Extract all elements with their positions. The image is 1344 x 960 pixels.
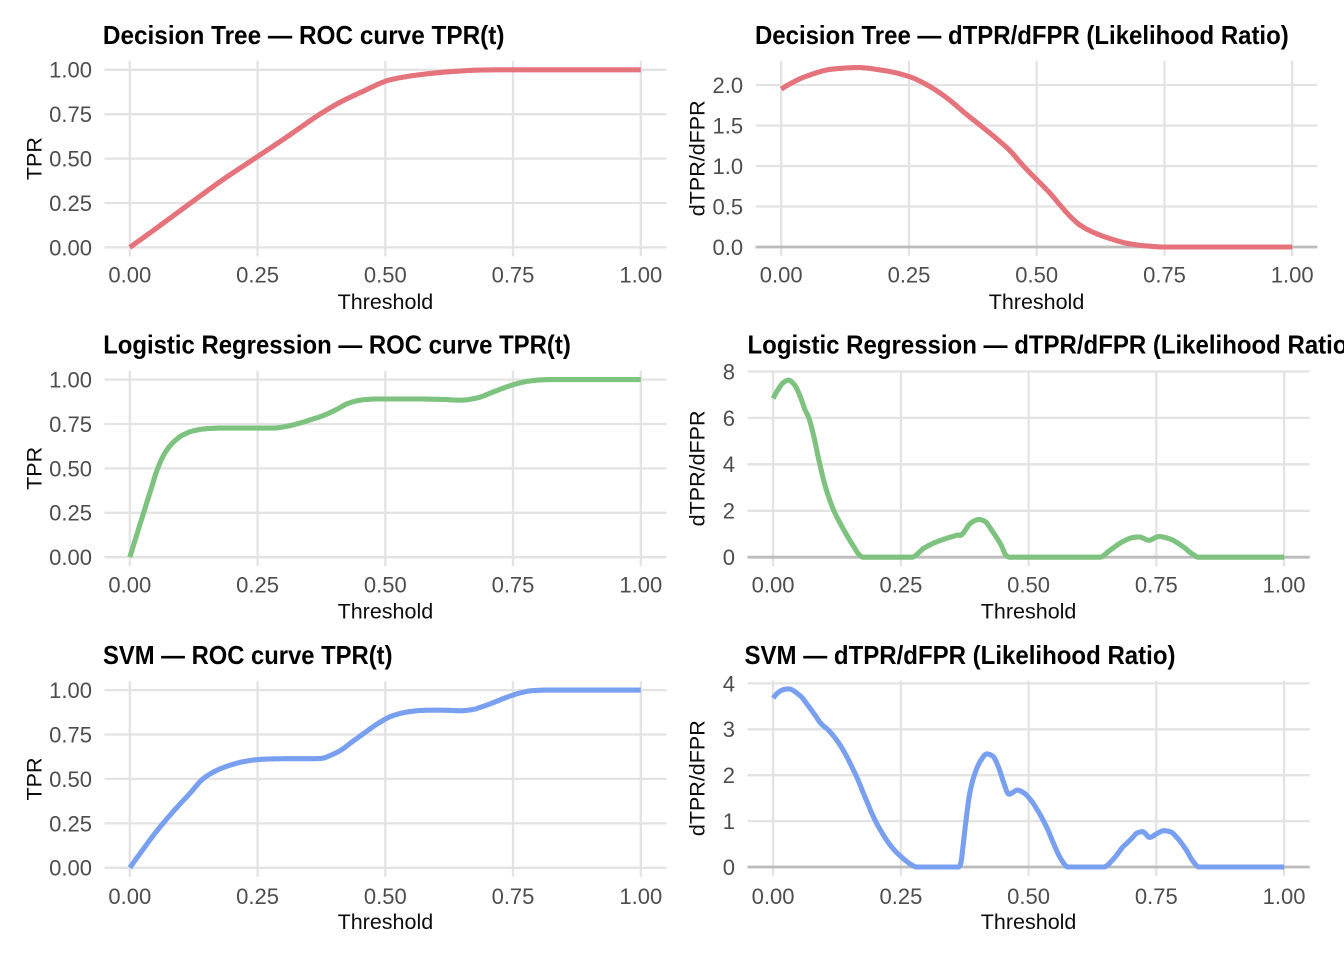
svg-text:SVM — dTPR/dFPR (Likelihood Ra: SVM — dTPR/dFPR (Likelihood Ratio)	[745, 640, 1176, 670]
svg-text:0.75: 0.75	[492, 884, 535, 909]
svg-text:0.5: 0.5	[713, 194, 744, 219]
svg-text:0.00: 0.00	[108, 884, 151, 909]
svg-text:1: 1	[723, 809, 735, 834]
svg-text:0.50: 0.50	[49, 147, 92, 172]
svg-text:1.00: 1.00	[1263, 884, 1306, 909]
svg-text:0.00: 0.00	[49, 235, 92, 260]
svg-text:0.75: 0.75	[1143, 263, 1186, 288]
svg-text:1.00: 1.00	[619, 884, 662, 909]
svg-text:0.25: 0.25	[236, 263, 279, 288]
svg-text:0.50: 0.50	[49, 767, 92, 792]
svg-text:Logistic Regression — dTPR/dFP: Logistic Regression — dTPR/dFPR (Likelih…	[748, 330, 1344, 360]
svg-text:0.50: 0.50	[364, 263, 407, 288]
svg-text:0: 0	[723, 545, 735, 570]
svg-text:TPR: TPR	[23, 137, 47, 180]
svg-text:3: 3	[723, 717, 735, 742]
svg-text:dTPR/dFPR: dTPR/dFPR	[686, 410, 710, 526]
svg-text:1.00: 1.00	[1271, 263, 1314, 288]
svg-text:1.5: 1.5	[713, 113, 744, 138]
svg-text:0.50: 0.50	[1007, 884, 1050, 909]
svg-text:Decision Tree — dTPR/dFPR (Lik: Decision Tree — dTPR/dFPR (Likelihood Ra…	[755, 20, 1289, 50]
svg-text:SVM — ROC curve TPR(t): SVM — ROC curve TPR(t)	[103, 640, 393, 670]
svg-text:0.75: 0.75	[1135, 884, 1178, 909]
svg-text:2.0: 2.0	[713, 73, 744, 98]
svg-text:0.00: 0.00	[108, 572, 151, 597]
svg-text:Threshold: Threshold	[989, 290, 1085, 314]
svg-text:6: 6	[723, 406, 735, 431]
svg-text:0.75: 0.75	[492, 572, 535, 597]
svg-text:TPR: TPR	[23, 447, 47, 490]
svg-text:0.25: 0.25	[49, 191, 92, 216]
svg-text:0.50: 0.50	[1007, 572, 1050, 597]
svg-text:1.0: 1.0	[713, 154, 744, 179]
svg-text:Threshold: Threshold	[981, 910, 1077, 934]
svg-text:0.75: 0.75	[49, 722, 92, 747]
svg-text:0.50: 0.50	[1015, 263, 1058, 288]
svg-text:0.25: 0.25	[879, 884, 922, 909]
svg-text:0.00: 0.00	[752, 572, 795, 597]
svg-text:1.00: 1.00	[49, 678, 92, 703]
svg-text:1.00: 1.00	[1263, 572, 1306, 597]
svg-text:0.00: 0.00	[108, 263, 151, 288]
svg-text:0.00: 0.00	[760, 263, 803, 288]
svg-text:2: 2	[723, 499, 735, 524]
svg-text:0.00: 0.00	[752, 884, 795, 909]
svg-text:Threshold: Threshold	[338, 600, 434, 624]
svg-text:0.00: 0.00	[49, 545, 92, 570]
svg-text:0.25: 0.25	[49, 811, 92, 836]
svg-text:2: 2	[723, 763, 735, 788]
svg-text:4: 4	[723, 671, 735, 696]
svg-text:0.25: 0.25	[49, 501, 92, 526]
svg-text:0.25: 0.25	[236, 572, 279, 597]
svg-text:Threshold: Threshold	[338, 910, 434, 934]
svg-text:0.50: 0.50	[364, 572, 407, 597]
svg-text:Threshold: Threshold	[338, 290, 434, 314]
svg-text:0.00: 0.00	[49, 856, 92, 881]
svg-text:0.25: 0.25	[236, 884, 279, 909]
svg-text:1.00: 1.00	[49, 58, 92, 83]
svg-text:1.00: 1.00	[619, 263, 662, 288]
svg-text:dTPR/dFPR: dTPR/dFPR	[686, 100, 710, 216]
svg-text:dTPR/dFPR: dTPR/dFPR	[686, 720, 710, 836]
svg-text:0.50: 0.50	[364, 884, 407, 909]
svg-text:0.0: 0.0	[713, 235, 744, 260]
svg-text:Threshold: Threshold	[981, 600, 1077, 624]
svg-text:0.75: 0.75	[49, 102, 92, 127]
svg-text:0.50: 0.50	[49, 456, 92, 481]
svg-text:0.25: 0.25	[879, 572, 922, 597]
svg-text:Decision Tree — ROC curve TPR(: Decision Tree — ROC curve TPR(t)	[103, 20, 505, 50]
svg-text:Logistic Regression — ROC curv: Logistic Regression — ROC curve TPR(t)	[103, 330, 571, 360]
svg-text:0.25: 0.25	[888, 263, 931, 288]
svg-text:TPR: TPR	[23, 758, 47, 801]
svg-text:0.75: 0.75	[492, 263, 535, 288]
svg-text:1.00: 1.00	[619, 572, 662, 597]
svg-text:0.75: 0.75	[49, 412, 92, 437]
svg-text:1.00: 1.00	[49, 368, 92, 393]
svg-text:8: 8	[723, 359, 735, 384]
svg-text:0.75: 0.75	[1135, 572, 1178, 597]
svg-text:4: 4	[723, 452, 735, 477]
svg-text:0: 0	[723, 855, 735, 880]
